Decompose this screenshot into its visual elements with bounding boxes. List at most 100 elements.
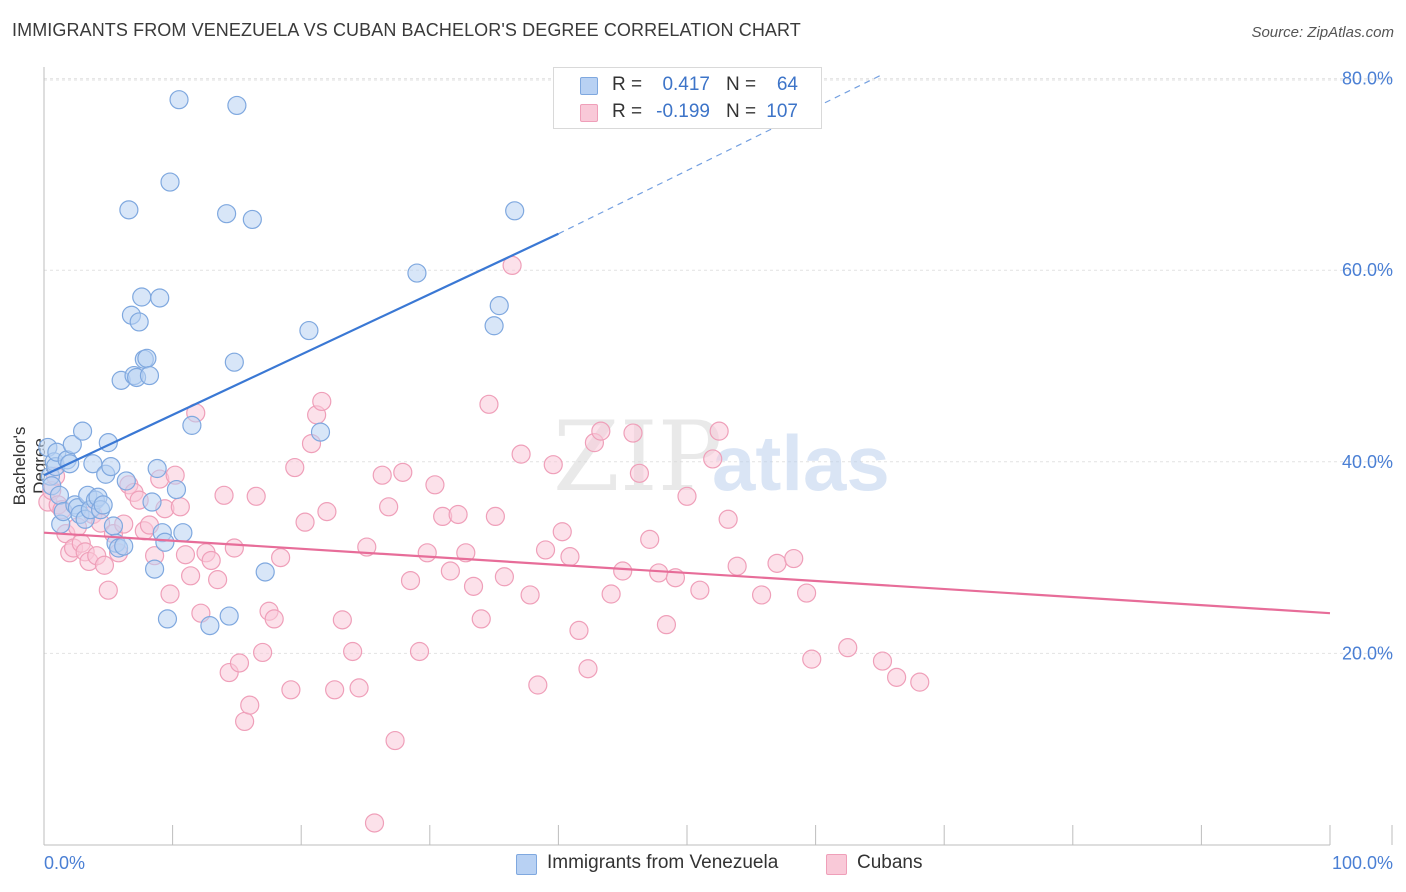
cubans-points bbox=[38, 255, 930, 833]
venezuela-point bbox=[160, 172, 180, 192]
cuban-point bbox=[838, 638, 858, 658]
cuban-point bbox=[295, 512, 315, 532]
cubans-swatch bbox=[580, 104, 598, 122]
cuban-point bbox=[709, 421, 729, 441]
cuban-point bbox=[235, 711, 255, 732]
y-tick-label: 60.0% bbox=[1342, 260, 1393, 280]
venezuela-point bbox=[137, 348, 157, 368]
venezuela-point bbox=[157, 609, 178, 629]
cuban-point bbox=[349, 678, 369, 698]
bottom-legend: Immigrants from Venezuela Cubans bbox=[0, 852, 1406, 878]
venezuela-point bbox=[72, 421, 93, 441]
r-label: R = bbox=[612, 101, 643, 122]
gridlines bbox=[44, 78, 1392, 654]
cuban-point bbox=[281, 680, 301, 700]
cuban-point bbox=[425, 475, 445, 495]
cuban-point bbox=[872, 651, 893, 671]
venezuela-point bbox=[489, 296, 509, 316]
venezuela-point bbox=[299, 320, 319, 341]
venezuela-point bbox=[169, 90, 189, 110]
cuban-point bbox=[448, 504, 468, 525]
cuban-point bbox=[208, 570, 228, 590]
cuban-point bbox=[784, 548, 804, 569]
cuban-point bbox=[887, 667, 907, 687]
cuban-point bbox=[214, 485, 234, 505]
cuban-point bbox=[494, 567, 514, 587]
venezuela-point bbox=[119, 200, 139, 220]
r-value: 0.417 bbox=[662, 74, 710, 95]
chart-source: Source: ZipAtlas.com bbox=[1251, 24, 1394, 41]
chart-title: IMMIGRANTS FROM VENEZUELA VS CUBAN BACHE… bbox=[12, 20, 801, 40]
cuban-point bbox=[613, 561, 633, 581]
venezuela-point bbox=[255, 562, 275, 582]
n-value: 64 bbox=[776, 74, 798, 95]
venezuela-point bbox=[155, 532, 175, 552]
venezuela-point bbox=[142, 492, 162, 512]
cuban-point bbox=[229, 653, 250, 673]
venezuela-point bbox=[217, 204, 237, 224]
r-label: R = bbox=[612, 74, 643, 95]
stats-row-cubans: R = -0.199 N = 107 bbox=[554, 101, 821, 127]
cuban-point bbox=[317, 502, 337, 522]
venezuela-point bbox=[139, 365, 160, 386]
cuban-point bbox=[224, 538, 244, 558]
cuban-point bbox=[629, 463, 650, 483]
venezuela-point bbox=[242, 209, 262, 230]
cuban-point bbox=[535, 540, 556, 560]
trendlines bbox=[43, 75, 1331, 615]
venezuela-trendline bbox=[43, 232, 559, 477]
cuban-point bbox=[240, 695, 260, 715]
cuban-point bbox=[160, 584, 180, 604]
cuban-point bbox=[910, 672, 930, 692]
y-tick-labels: 20.0% 40.0% 60.0% 80.0% bbox=[1342, 69, 1393, 664]
venezuela-point bbox=[166, 479, 187, 500]
cuban-point bbox=[325, 680, 345, 700]
venezuela-point bbox=[484, 316, 504, 336]
venezuela-point bbox=[182, 415, 202, 435]
cuban-point bbox=[253, 642, 273, 663]
cuban-point bbox=[543, 455, 563, 475]
cuban-point bbox=[751, 585, 772, 605]
venezuela-point bbox=[103, 516, 124, 536]
stats-legend: R = 0.417 N = 64 R = -0.199 N = 107 bbox=[553, 67, 822, 129]
venezuela-point bbox=[114, 536, 134, 556]
watermark-atlas: atlas bbox=[712, 419, 890, 507]
cuban-point bbox=[520, 585, 540, 605]
cuban-point bbox=[417, 543, 437, 563]
cuban-point bbox=[802, 649, 822, 669]
cuban-point bbox=[485, 506, 505, 527]
cuban-point bbox=[312, 391, 332, 412]
cuban-point bbox=[372, 465, 392, 485]
cuban-point bbox=[703, 449, 723, 469]
venezuela-point bbox=[407, 263, 427, 283]
cuban-point bbox=[463, 576, 484, 596]
stats-row-venezuela: R = 0.417 N = 64 bbox=[554, 74, 821, 100]
cuban-point bbox=[393, 462, 413, 482]
cuban-point bbox=[246, 486, 266, 506]
cuban-point bbox=[552, 522, 572, 542]
venezuela-point bbox=[219, 606, 239, 626]
cuban-point bbox=[560, 547, 580, 567]
watermark-zip: ZIP bbox=[553, 401, 722, 513]
cuban-point bbox=[640, 529, 660, 549]
cuban-point bbox=[271, 547, 291, 568]
cuban-point bbox=[656, 615, 677, 635]
n-label: N = bbox=[726, 101, 757, 122]
cuban-point bbox=[623, 423, 643, 443]
cuban-point bbox=[796, 583, 817, 603]
cuban-point bbox=[767, 553, 787, 573]
cuban-point bbox=[400, 570, 421, 591]
cuban-point bbox=[578, 659, 598, 679]
x-tick-label: 100.0% bbox=[1332, 853, 1393, 873]
cuban-point bbox=[201, 550, 221, 571]
cuban-point bbox=[332, 610, 352, 630]
venezuela-point bbox=[132, 287, 152, 307]
venezuela-point bbox=[49, 485, 70, 505]
cuban-point bbox=[471, 609, 491, 629]
cuban-point bbox=[677, 486, 697, 506]
venezuela-point bbox=[144, 559, 165, 579]
x-tick-label: 0.0% bbox=[44, 853, 85, 873]
venezuela-point bbox=[505, 201, 525, 221]
venezuela-point bbox=[93, 495, 113, 515]
